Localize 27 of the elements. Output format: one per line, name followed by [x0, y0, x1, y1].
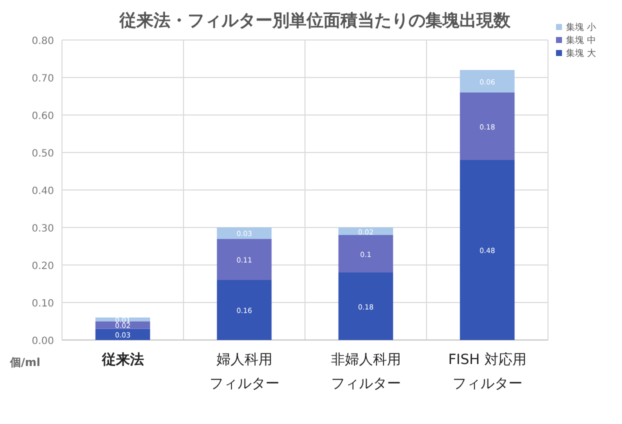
y-axis-title: 個/ml [9, 356, 40, 369]
bar [216, 228, 272, 239]
bar [460, 70, 515, 92]
y-tick-label: 0.30 [32, 224, 54, 234]
y-tick-label: 0.00 [32, 336, 54, 347]
y-tick-label: 0.40 [32, 186, 54, 197]
bar [338, 272, 394, 340]
legend-label: 集塊 小 [566, 22, 596, 33]
bar [460, 160, 515, 340]
bar [95, 328, 150, 340]
x-tick-label: 婦人科用フィルター [209, 352, 280, 392]
legend-label: 集塊 大 [566, 48, 596, 59]
y-tick-label: 0.80 [32, 36, 54, 47]
bar [216, 238, 272, 280]
chart-title: 従来法・フィルター別単位面積当たりの集塊出現数 [118, 11, 512, 31]
y-tick-label: 0.10 [32, 298, 54, 310]
bar [216, 280, 272, 340]
bar [460, 92, 515, 160]
y-tick-label: 0.70 [32, 74, 54, 84]
x-tick-label: 従来法 [100, 352, 144, 368]
y-tick-label: 0.50 [32, 148, 54, 160]
x-tick-label: FISH 対応用フィルター [448, 352, 526, 392]
y-tick-label: 0.60 [32, 111, 54, 122]
x-tick-label: 非婦人科用フィルター [330, 352, 401, 392]
legend-label: 集塊 中 [566, 35, 596, 46]
bar [338, 235, 394, 272]
y-tick-label: 0.20 [32, 261, 54, 272]
